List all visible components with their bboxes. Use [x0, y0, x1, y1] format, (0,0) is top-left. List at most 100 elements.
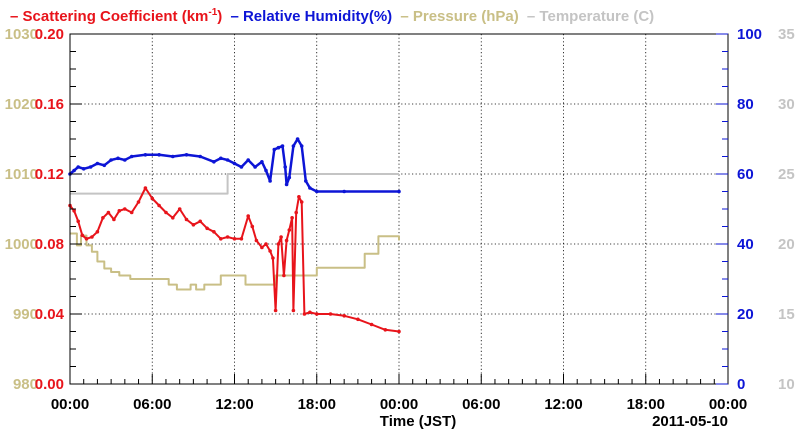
series-scattering-point [383, 328, 388, 332]
legend-pressure: – Pressure (hPa) [400, 8, 518, 25]
series-scattering-point [136, 200, 141, 204]
series-scattering-point [287, 228, 292, 232]
series-scattering-point [356, 317, 360, 322]
series-humidity-point [184, 153, 189, 157]
series-scattering-point [279, 235, 283, 239]
series-scattering-point [225, 235, 230, 239]
x-tick-label: 12:00 [215, 396, 253, 413]
x-tick-label: 06:00 [133, 396, 171, 413]
series-humidity-point [143, 153, 148, 157]
series-scattering-point [129, 210, 134, 215]
series-scattering-point [290, 216, 294, 220]
series-scattering-point [191, 223, 196, 227]
x-axis-label: Time (JST) [380, 413, 456, 430]
series-humidity-point [171, 154, 175, 159]
series-humidity-point [129, 154, 134, 159]
series-scattering-point [276, 242, 281, 246]
legend-scattering: – Scattering Coefficient (km [10, 8, 208, 25]
series-scattering-point [177, 207, 182, 211]
series-humidity-point [304, 179, 308, 183]
y-tick-label-humidity: 40 [737, 236, 754, 253]
series-humidity-point [72, 168, 76, 173]
series-scattering-point [328, 312, 333, 316]
series-humidity-point [268, 179, 272, 183]
series-humidity-point [397, 189, 401, 194]
series-humidity-point [225, 158, 230, 162]
x-tick-label: 00:00 [709, 396, 747, 413]
series-scattering-point [164, 210, 168, 215]
y-tick-label-humidity: 80 [737, 96, 754, 113]
series-scattering-point [299, 200, 304, 204]
series-scattering-point [184, 217, 189, 222]
series-scattering-point [273, 308, 278, 313]
series-scattering-point [219, 237, 223, 241]
series-scattering-point [260, 245, 264, 250]
series-scattering-point [106, 210, 111, 215]
series-scattering-point [90, 235, 94, 239]
y-tick-label-pressure: 1020 [5, 96, 38, 113]
y-tick-label-temperature: 20 [778, 236, 795, 253]
series-humidity-point [212, 160, 216, 164]
y-tick-label-pressure: 990 [13, 306, 38, 323]
legend-scattering-suffix: ) [217, 8, 222, 25]
series-humidity-point [219, 156, 223, 161]
series-scattering-point [123, 207, 127, 211]
series-scattering-point [143, 186, 148, 190]
y-tick-label-scattering: 0.12 [35, 166, 64, 183]
series-scattering-point [80, 233, 85, 238]
series-humidity-point [276, 145, 281, 150]
y-tick-label-temperature: 15 [778, 306, 795, 323]
series-scattering-point [291, 308, 296, 313]
y-tick-label-pressure: 1030 [5, 26, 38, 43]
series-scattering-point [302, 312, 307, 316]
y-tick-label-pressure: 980 [13, 376, 38, 393]
y-tick-label-pressure: 1010 [5, 166, 38, 183]
series-scattering-point [246, 214, 250, 218]
x-tick-label: 18:00 [298, 396, 336, 413]
series-humidity-point [157, 153, 161, 157]
series-scattering-point [112, 217, 116, 222]
y-tick-label-humidity: 100 [737, 26, 762, 43]
series-scattering-point [198, 219, 202, 224]
series-humidity-point [295, 137, 300, 141]
y-tick-label-temperature: 10 [778, 376, 795, 393]
y-tick-label-humidity: 0 [737, 376, 745, 393]
series-humidity-point [291, 144, 296, 148]
series-scattering-point [95, 230, 100, 234]
y-tick-label-humidity: 20 [737, 306, 754, 323]
y-tick-label-temperature: 35 [778, 26, 795, 43]
series-scattering-point [369, 322, 374, 327]
x-tick-label: 00:00 [51, 396, 89, 413]
series-pressure-line [70, 232, 400, 291]
x-tick-label: 06:00 [462, 396, 500, 413]
series-scattering-point [250, 224, 255, 229]
series-humidity-point [76, 165, 80, 169]
series-scattering-point [157, 203, 161, 208]
series-scattering-point [254, 238, 259, 243]
series-scattering-point [268, 249, 272, 253]
series-humidity-point [88, 165, 93, 169]
y-tick-label-scattering: 0.16 [35, 96, 64, 113]
series-scattering-point [171, 216, 175, 220]
series-humidity-point [95, 161, 100, 166]
legend-humidity: – Relative Humidity(%) [230, 8, 392, 25]
series-humidity-point [264, 168, 268, 173]
series-scattering-point [284, 238, 289, 243]
series-humidity-point [272, 147, 277, 152]
y-tick-label-pressure: 1000 [5, 236, 38, 253]
series-humidity-point [280, 144, 285, 148]
y-tick-label-scattering: 0.04 [35, 306, 65, 323]
series-scattering-point [101, 216, 105, 220]
series-scattering-point [315, 312, 319, 316]
series-humidity-point [342, 189, 347, 194]
series-humidity-point [299, 144, 304, 148]
y-tick-label-scattering: 0.08 [35, 236, 64, 253]
series-humidity-point [260, 160, 264, 164]
series-humidity-point [253, 165, 257, 169]
series-scattering-point [232, 237, 237, 241]
axes: 00:00 06:00 12:00 18:00 00:00 06:00 12:00 18:00… [5, 26, 795, 413]
series-humidity-point [81, 167, 86, 171]
series-humidity-point [246, 158, 250, 162]
legend-temperature: – Temperature (C) [527, 8, 654, 25]
